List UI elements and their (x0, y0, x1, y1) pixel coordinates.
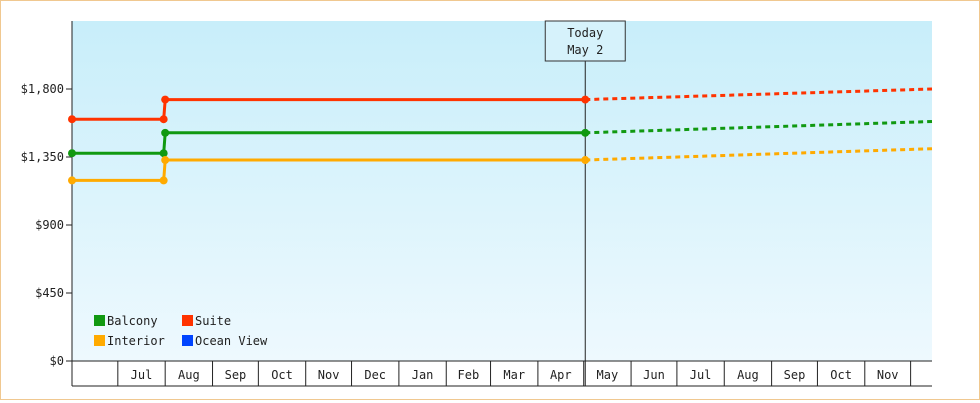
data-point-balcony (159, 149, 168, 158)
y-tick-label: $900 (35, 218, 64, 232)
x-tick-label: Oct (271, 368, 293, 382)
legend-label-ocean-view: Ocean View (195, 334, 268, 348)
series-lines (68, 87, 933, 185)
forecast-line-balcony (585, 120, 933, 135)
x-tick-label: Dec (364, 368, 386, 382)
series-line-suite (72, 98, 586, 121)
today-marker: Today May 2 (544, 20, 626, 386)
data-point-balcony (161, 128, 170, 137)
data-point-interior (161, 156, 170, 165)
legend-label-suite: Suite (195, 314, 231, 328)
legend-swatch-ocean-view (182, 335, 193, 346)
x-tick-label: May (597, 368, 619, 382)
data-point-suite (159, 115, 168, 124)
series-line-interior (72, 158, 586, 182)
x-tick-label: Jul (690, 368, 712, 382)
x-tick-label: Oct (830, 368, 852, 382)
legend: Balcony Suite Interior Ocean View (94, 314, 268, 348)
y-axis: $0 $450 $900 $1,350 $1,800 (21, 21, 73, 386)
x-tick-label: Feb (458, 368, 480, 382)
data-point-interior (581, 156, 590, 165)
data-point-interior (68, 176, 76, 185)
x-tick-label: Jan (412, 368, 434, 382)
today-label: Today (567, 26, 603, 40)
x-tick-label: Apr (550, 368, 572, 382)
legend-swatch-balcony (94, 315, 105, 326)
forecast-line-interior (585, 147, 933, 162)
y-tick-label: $450 (35, 286, 64, 300)
y-tick-label: $1,800 (21, 82, 64, 96)
legend-label-interior: Interior (107, 334, 165, 348)
x-tick-label: Sep (225, 368, 247, 382)
plot-area (72, 21, 932, 361)
x-tick-label: Aug (737, 368, 759, 382)
legend-label-balcony: Balcony (107, 314, 158, 328)
x-tick-label: Sep (784, 368, 806, 382)
data-point-balcony (68, 149, 76, 158)
data-point-suite (581, 95, 590, 104)
data-point-balcony (581, 128, 590, 137)
x-tick-label: Jun (643, 368, 665, 382)
x-tick-label: Aug (178, 368, 200, 382)
x-tick-label: Nov (318, 368, 340, 382)
x-axis: Jul Aug Sep Oct Nov Dec Jan Feb Mar Apr May Jun Jul A… (72, 360, 932, 387)
legend-swatch-interior (94, 335, 105, 346)
series-line-balcony (72, 131, 586, 155)
data-point-suite (161, 95, 170, 104)
data-point-interior (159, 176, 168, 185)
x-tick-label: Jul (131, 368, 153, 382)
today-date: May 2 (567, 43, 603, 57)
x-tick-label: Nov (877, 368, 899, 382)
y-tick-label: $1,350 (21, 150, 64, 164)
data-point-suite (68, 115, 76, 124)
today-box (544, 20, 626, 62)
legend-swatch-suite (182, 315, 193, 326)
x-tick-label: Mar (503, 368, 525, 382)
y-tick-label: $0 (50, 354, 64, 368)
forecast-line-suite (585, 87, 933, 102)
